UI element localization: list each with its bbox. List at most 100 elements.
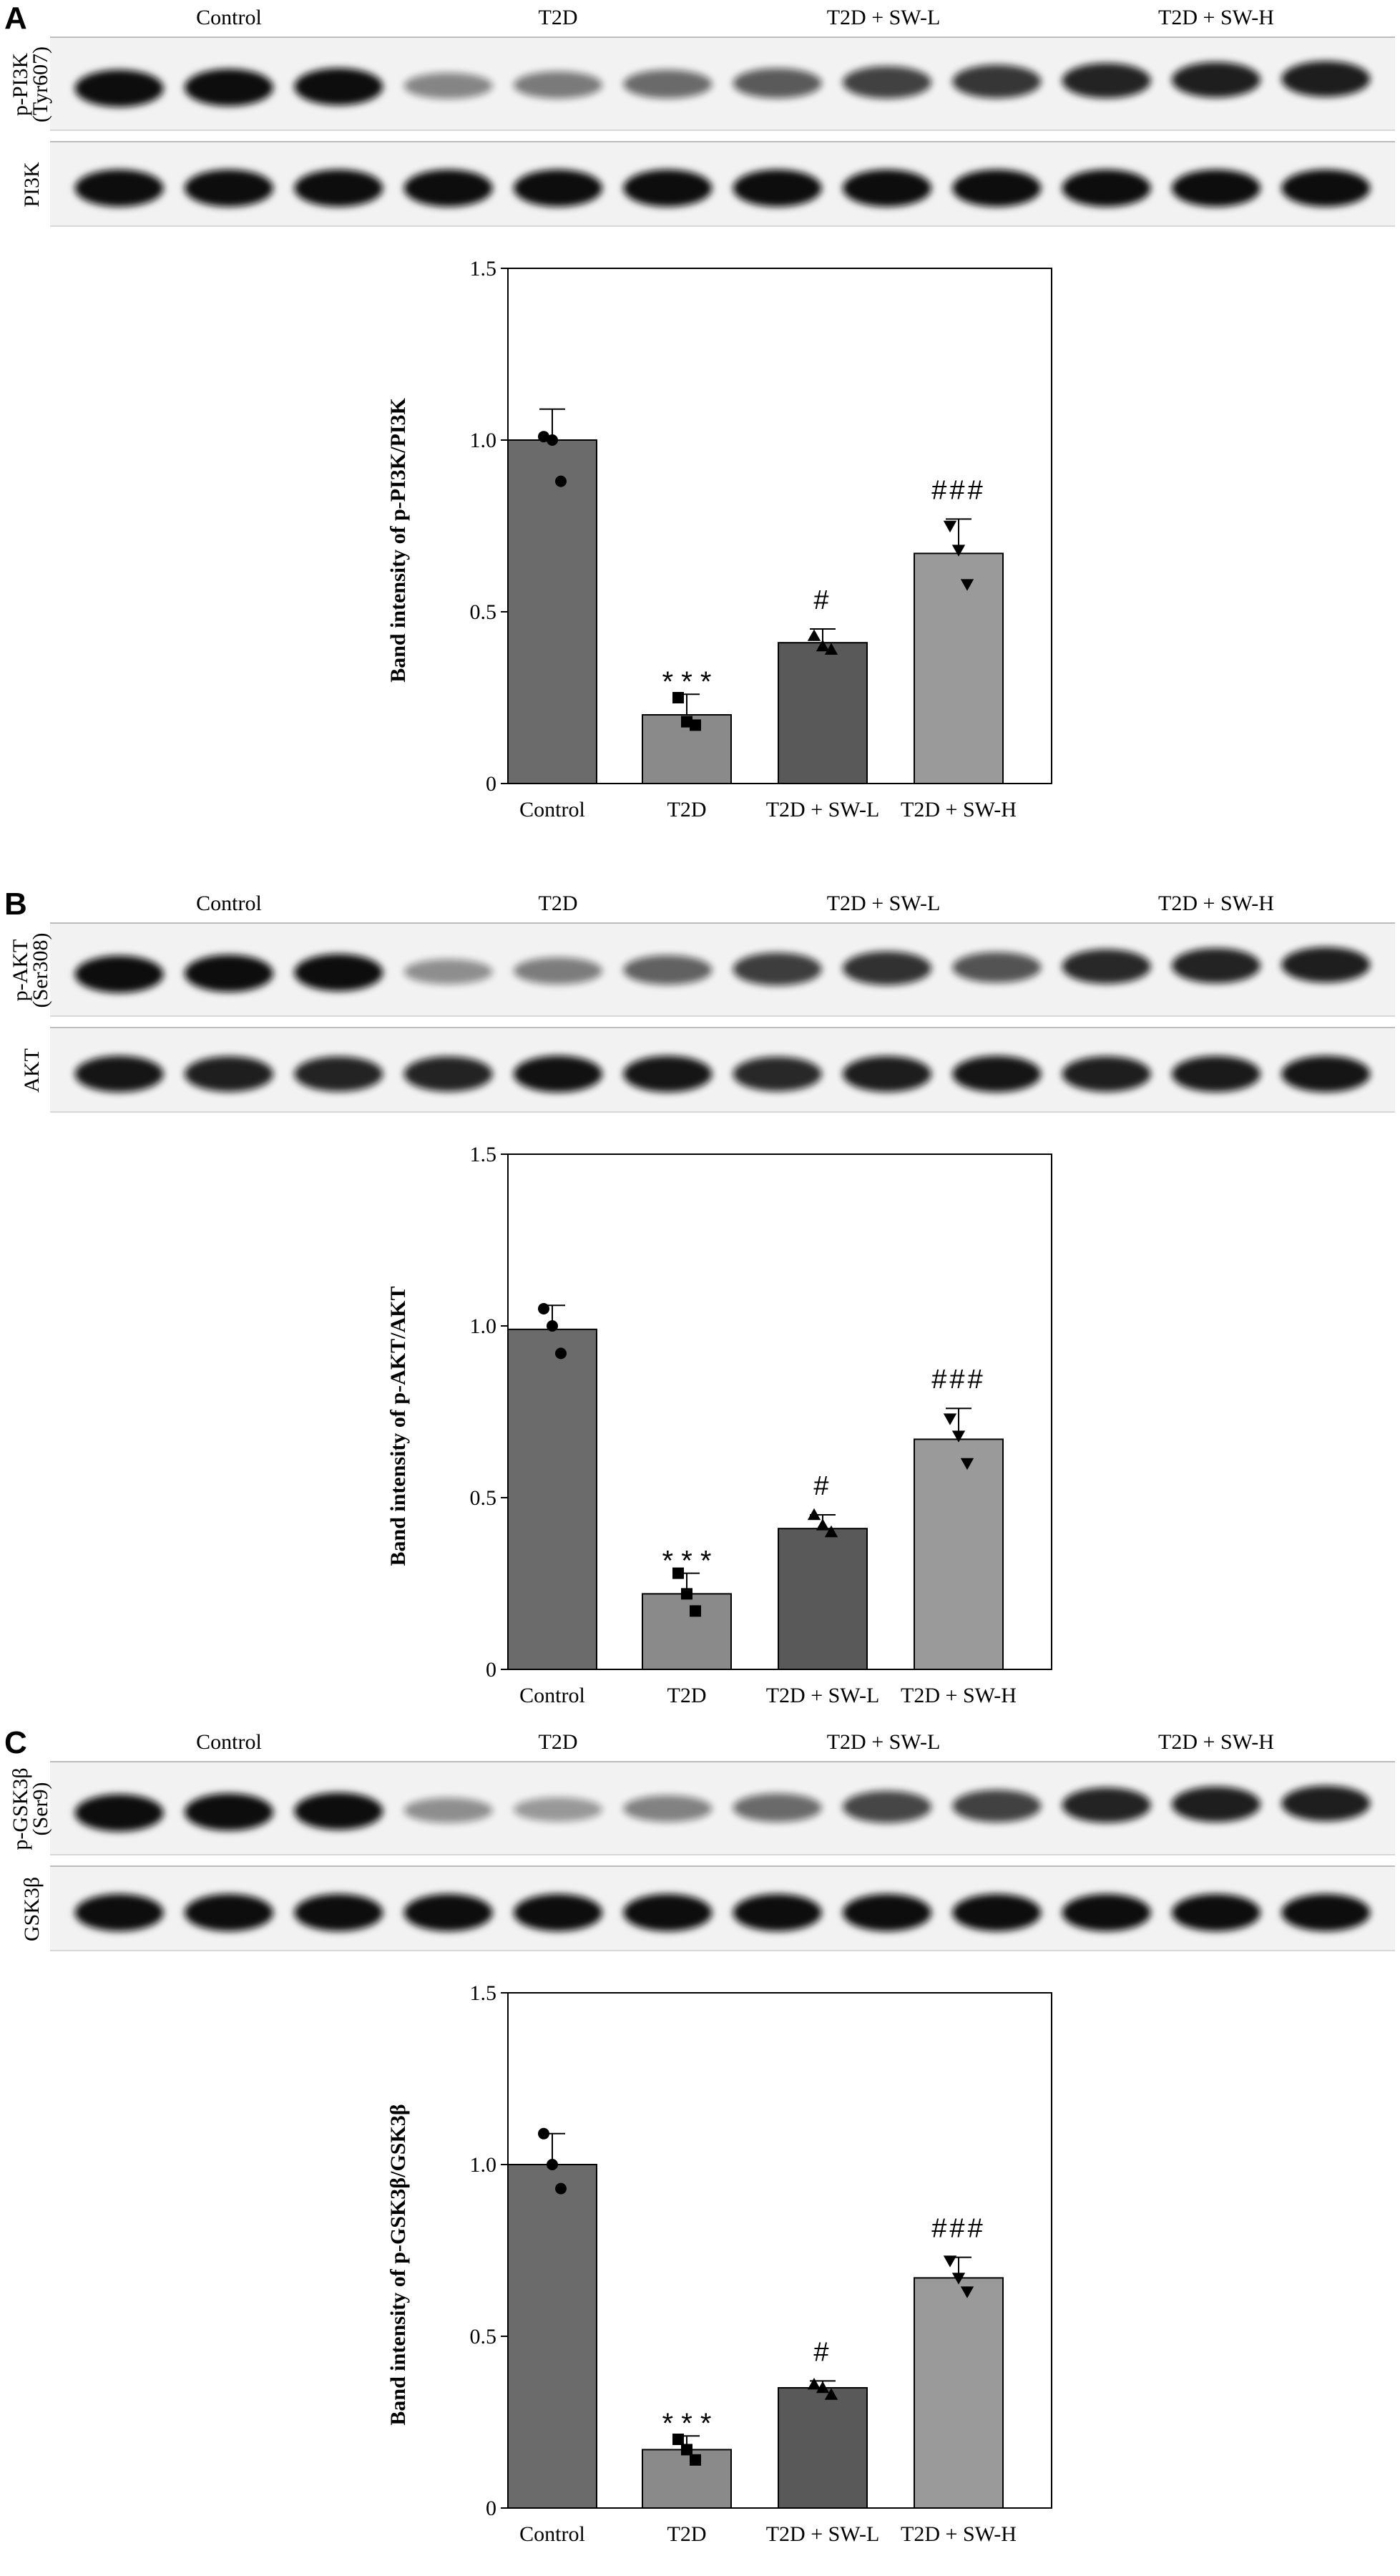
panel-letter: C: [4, 1725, 27, 1760]
blot-band: [1281, 169, 1371, 207]
blot-band: [294, 1792, 383, 1830]
blot-band: [623, 955, 713, 985]
blot-band: [185, 1056, 273, 1092]
blot-band: [952, 1893, 1042, 1931]
significance-annotation: #: [813, 2337, 831, 2367]
blot-band: [623, 169, 713, 207]
blot-band: [403, 72, 493, 99]
blot-band: [1281, 1893, 1371, 1931]
x-tick-label: T2D + SW-L: [766, 798, 880, 821]
bar: [914, 552, 1004, 785]
data-point: [690, 1605, 701, 1617]
data-point: [943, 1413, 957, 1425]
blot-band: [514, 71, 602, 99]
x-tick-label: T2D: [667, 2522, 707, 2546]
blot-band: [403, 1893, 493, 1931]
blot-band: [514, 169, 602, 207]
blot-band: [1281, 947, 1371, 983]
bar: [778, 642, 868, 785]
blot-band: [1281, 61, 1371, 97]
data-point: [816, 639, 830, 652]
data-point: [960, 2286, 974, 2298]
y-tick-label: 1.0: [470, 2153, 497, 2177]
total-blot-label: PI3K: [20, 162, 44, 208]
data-point: [681, 2444, 692, 2456]
blot-band: [1062, 1893, 1151, 1931]
x-tick-label: T2D + SW-H: [901, 798, 1017, 821]
panel-c-svg: C Control T2D T2D + SW-L T2D + SW-H p-GSK3β(S…: [4, 1725, 1395, 2546]
panel-b: B Control T2D T2D + SW-L T2D + SW-H p-AKT (Ser…: [0, 886, 1400, 1745]
blot-band: [1172, 169, 1261, 207]
blot-band: [1172, 1893, 1261, 1931]
x-tick-label: Control: [519, 1684, 585, 1707]
blot-background: [50, 1866, 1395, 1951]
blot-band: [952, 952, 1042, 983]
blot-band: [514, 957, 602, 985]
y-tick-label: 0.5: [470, 600, 497, 624]
phospho-blot-strip: [50, 1761, 1395, 1855]
y-axis-title: Band intensity of p-AKT/AKT: [386, 1287, 410, 1566]
blot-band: [733, 1893, 822, 1931]
blot-band: [843, 66, 931, 99]
significance-annotation: #: [813, 585, 831, 615]
data-point: [538, 2127, 549, 2140]
phospho-blot-label: p-AKT: [9, 940, 32, 1002]
data-point: [672, 2434, 684, 2445]
y-tick-label: 0.5: [470, 1486, 497, 1510]
data-point: [824, 643, 838, 655]
blot-band: [623, 69, 713, 99]
blot-group-label: Control: [196, 6, 262, 29]
x-tick-label: T2D: [667, 1684, 707, 1707]
blot-band: [403, 1056, 493, 1092]
blot-group-label: T2D + SW-L: [827, 892, 941, 915]
data-point: [807, 1508, 821, 1521]
blot-background: [50, 37, 1395, 130]
x-tick-label: Control: [519, 798, 585, 821]
significance-annotation: ###: [931, 1365, 985, 1395]
phospho-blot-sublabel: (Ser308): [29, 933, 52, 1008]
blot-background: [50, 142, 1395, 226]
data-point: [951, 2273, 966, 2285]
x-tick-label: T2D: [667, 798, 707, 821]
significance-annotation: ###: [931, 475, 985, 505]
blot-group-label: Control: [196, 1730, 262, 1754]
blot-band: [952, 1055, 1042, 1093]
data-point: [555, 1347, 567, 1360]
data-point: [951, 545, 966, 557]
y-tick-label: 0: [486, 772, 496, 796]
blot-group-label: Control: [196, 892, 262, 915]
blot-band: [733, 68, 822, 99]
blot-band: [1281, 1055, 1371, 1093]
blot-band: [1062, 63, 1151, 99]
data-point: [555, 475, 567, 487]
y-tick-label: 0.5: [470, 2325, 497, 2348]
data-point: [681, 1588, 692, 1600]
blot-group-label: T2D + SW-H: [1158, 1730, 1274, 1754]
blot-band: [843, 1055, 931, 1092]
blot-band: [1062, 949, 1151, 984]
significance-annotation: * * *: [662, 666, 712, 698]
blot-band: [843, 1893, 931, 1931]
blot-band: [403, 959, 493, 985]
blot-band: [1062, 1787, 1151, 1823]
blot-band: [733, 1793, 822, 1823]
panel-c: C Control T2D T2D + SW-L T2D + SW-H p-GSK3β (S…: [0, 1724, 1400, 2576]
data-point: [816, 1518, 830, 1531]
blot-band: [514, 1797, 602, 1822]
data-point: [538, 1303, 549, 1314]
bar: [914, 1438, 1004, 1671]
panel-a-svg: A Control T2D T2D + SW-L T2D + SW-H p-PI3K(Ty…: [4, 1, 1395, 821]
significance-annotation: * * *: [662, 1546, 712, 1577]
y-tick-label: 1.5: [470, 1981, 497, 2005]
blot-background: [50, 1028, 1395, 1112]
data-point: [547, 1320, 558, 1332]
bar: [778, 2387, 868, 2509]
y-tick-label: 1.0: [470, 1314, 497, 1338]
blot-band: [1062, 1056, 1151, 1092]
blot-band: [623, 1893, 713, 1931]
y-tick-label: 0: [486, 1658, 496, 1682]
blot-group-label: T2D + SW-L: [827, 1730, 941, 1754]
blot-group-label: T2D + SW-H: [1158, 892, 1274, 915]
blot-band: [952, 169, 1042, 207]
